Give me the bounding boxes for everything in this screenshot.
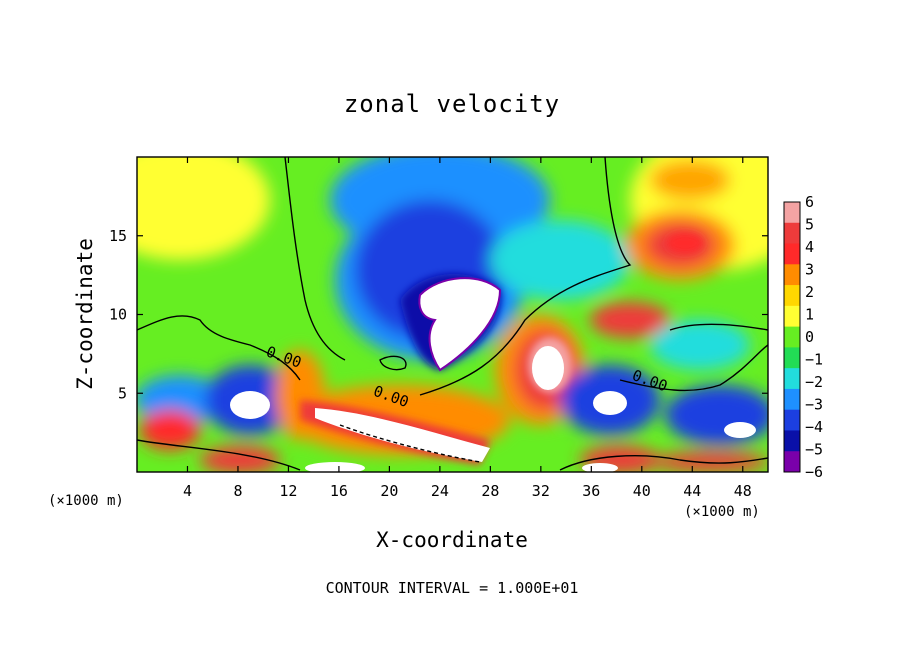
x-tick-label: 36 xyxy=(582,482,600,500)
colorbar-swatch xyxy=(784,451,800,473)
x-tick-label: 24 xyxy=(431,482,449,500)
contour-line xyxy=(137,315,301,381)
colorbar-frame xyxy=(783,201,801,473)
colorbar-swatch xyxy=(784,285,800,307)
contour-line xyxy=(619,344,768,392)
colorbar: 6 5 4 3 2 1 0 −1 −2 −3 −4 −5 −6 xyxy=(783,193,823,481)
contour-line xyxy=(379,355,407,371)
x-tick-label: 8 xyxy=(233,482,242,500)
contour-lines xyxy=(137,157,768,471)
colorbar-tick-label: 6 xyxy=(805,193,814,211)
contour-line xyxy=(419,157,632,396)
y-tick-label: 15 xyxy=(109,227,127,245)
chart-title: zonal velocity xyxy=(344,90,560,118)
plot-area: 0.000.000.00 xyxy=(137,157,768,472)
x-tick-label: 40 xyxy=(633,482,651,500)
x-tick-label: 44 xyxy=(683,482,701,500)
x-tick-label: 48 xyxy=(734,482,752,500)
contour-line xyxy=(339,424,481,463)
x-tick-label: 16 xyxy=(330,482,348,500)
colorbar-swatch xyxy=(784,388,800,411)
colorbar-tick-label: 2 xyxy=(805,283,814,301)
colorbar-tick-label: 4 xyxy=(805,238,814,256)
colorbar-tick-label: −3 xyxy=(805,396,823,414)
colorbar-tick-label: −5 xyxy=(805,441,823,459)
colorbar-swatch xyxy=(784,430,800,452)
x-axis-ticks: 4 8 12 16 20 24 28 32 36 40 44 48 xyxy=(183,157,752,500)
contour-interval-footer: CONTOUR INTERVAL = 1.000E+01 xyxy=(326,579,579,597)
y-axis-label: Z-coordinate xyxy=(73,238,97,390)
colorbar-swatch xyxy=(784,222,800,245)
colorbar-tick-label: −6 xyxy=(805,463,823,481)
x-tick-label: 12 xyxy=(279,482,297,500)
colorbar-swatch xyxy=(784,409,800,431)
colorbar-swatch xyxy=(784,264,800,286)
x-tick-label: 4 xyxy=(183,482,192,500)
contour-line xyxy=(137,439,301,471)
colorbar-tick-label: 1 xyxy=(805,306,814,324)
colorbar-swatch xyxy=(784,202,800,224)
x-tick-label: 32 xyxy=(532,482,550,500)
x-unit-left: (×1000 m) xyxy=(48,493,124,509)
colorbar-tick-label: −2 xyxy=(805,373,823,391)
x-unit-right: (×1000 m) xyxy=(684,504,760,520)
colorbar-tick-label: 5 xyxy=(805,216,814,234)
colorbar-tick-label: −1 xyxy=(805,351,823,369)
y-tick-label: 5 xyxy=(118,384,127,402)
x-tick-label: 20 xyxy=(380,482,398,500)
colorbar-swatch xyxy=(784,368,800,390)
colorbar-swatch xyxy=(784,326,800,348)
colorbar-tick-label: 0 xyxy=(805,328,814,346)
y-axis-ticks: 5 10 15 xyxy=(109,227,768,402)
y-tick-label: 10 xyxy=(109,306,127,324)
contour-line xyxy=(559,455,768,471)
contour-line xyxy=(669,323,768,331)
colorbar-tick-label: 3 xyxy=(805,261,814,279)
colorbar-swatch xyxy=(784,243,800,265)
colorbar-swatch xyxy=(784,347,800,369)
x-tick-label: 28 xyxy=(481,482,499,500)
colorbar-tick-label: −4 xyxy=(805,418,823,436)
contour-line xyxy=(284,157,346,361)
colorbar-swatch xyxy=(784,305,800,328)
x-axis-label: X-coordinate xyxy=(376,528,528,552)
